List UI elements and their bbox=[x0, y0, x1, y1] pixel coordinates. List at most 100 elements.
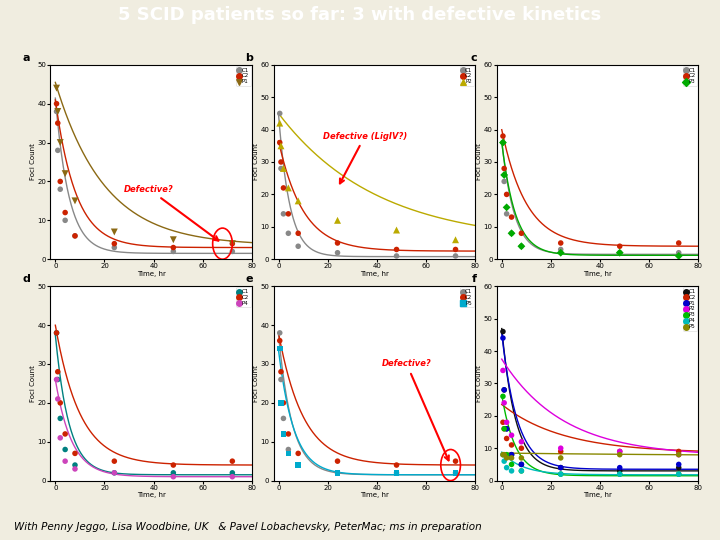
Point bbox=[59, 430, 71, 438]
Point bbox=[450, 235, 462, 244]
X-axis label: Time, hr: Time, hr bbox=[583, 492, 612, 498]
Point bbox=[227, 469, 238, 477]
Point bbox=[614, 463, 626, 472]
Point bbox=[69, 197, 81, 205]
Point bbox=[55, 185, 66, 193]
Point bbox=[391, 226, 402, 234]
Point bbox=[274, 328, 286, 337]
Point bbox=[332, 469, 343, 477]
Legend: C1, C2, P3: C1, C2, P3 bbox=[683, 66, 697, 86]
Point bbox=[278, 430, 289, 438]
Point bbox=[555, 463, 567, 472]
Point bbox=[51, 328, 63, 337]
Point bbox=[55, 177, 66, 186]
Text: f: f bbox=[472, 274, 477, 284]
Point bbox=[278, 184, 289, 192]
Point bbox=[278, 399, 289, 407]
Point bbox=[168, 469, 179, 477]
Point bbox=[498, 457, 510, 465]
Point bbox=[501, 424, 513, 433]
Point bbox=[501, 190, 513, 199]
Text: d: d bbox=[22, 274, 30, 284]
Point bbox=[59, 457, 71, 465]
Point bbox=[614, 248, 626, 257]
Point bbox=[55, 434, 66, 442]
Point bbox=[450, 457, 462, 465]
Point bbox=[168, 235, 179, 244]
Point bbox=[498, 171, 510, 179]
Point bbox=[614, 242, 626, 251]
Point bbox=[498, 138, 509, 147]
Point bbox=[498, 450, 510, 459]
Point bbox=[227, 247, 238, 256]
Point bbox=[227, 457, 238, 465]
Point bbox=[450, 245, 462, 254]
Point bbox=[505, 450, 517, 459]
Point bbox=[673, 463, 685, 472]
Text: Defective?: Defective? bbox=[382, 360, 449, 461]
Legend: C1, C2, P4: C1, C2, P4 bbox=[236, 287, 251, 307]
Point bbox=[274, 336, 286, 345]
Point bbox=[109, 243, 120, 252]
Point bbox=[275, 375, 287, 384]
Legend: C1, C2, P1, P2, P3, P4, P5: C1, C2, P1, P2, P3, P4, P5 bbox=[683, 287, 697, 330]
Text: Defective (LigIV?): Defective (LigIV?) bbox=[323, 132, 407, 184]
Point bbox=[498, 138, 509, 147]
Point bbox=[501, 210, 513, 218]
Point bbox=[292, 461, 304, 469]
Point bbox=[278, 164, 289, 173]
Point bbox=[332, 239, 343, 247]
Point bbox=[516, 437, 527, 446]
Point bbox=[282, 445, 294, 454]
Text: b: b bbox=[246, 53, 253, 63]
Point bbox=[55, 399, 66, 407]
Text: 5 SCID patients so far: 3 with defective kinetics: 5 SCID patients so far: 3 with defective… bbox=[118, 6, 602, 24]
Y-axis label: Foci Count: Foci Count bbox=[253, 365, 259, 402]
Point bbox=[505, 460, 517, 469]
Point bbox=[282, 184, 294, 192]
Point bbox=[555, 245, 567, 254]
Point bbox=[332, 457, 343, 465]
Point bbox=[498, 450, 509, 459]
X-axis label: Time, hr: Time, hr bbox=[360, 492, 389, 498]
Point bbox=[498, 424, 510, 433]
X-axis label: Time, hr: Time, hr bbox=[360, 271, 389, 277]
Point bbox=[505, 431, 517, 440]
Point bbox=[275, 367, 287, 376]
Point bbox=[614, 470, 626, 478]
Point bbox=[505, 441, 517, 449]
Point bbox=[69, 232, 81, 240]
Point bbox=[673, 460, 685, 469]
Point bbox=[52, 367, 63, 376]
Y-axis label: Foci Count: Foci Count bbox=[30, 144, 36, 180]
Text: c: c bbox=[470, 53, 477, 63]
Point bbox=[274, 344, 286, 353]
Y-axis label: Foci Count: Foci Count bbox=[476, 365, 482, 402]
Point bbox=[673, 450, 685, 459]
Point bbox=[51, 328, 63, 337]
Point bbox=[555, 470, 567, 478]
Point bbox=[673, 470, 685, 478]
Point bbox=[673, 239, 685, 247]
Point bbox=[292, 461, 304, 469]
Point bbox=[332, 248, 343, 257]
Point bbox=[52, 119, 63, 127]
Point bbox=[498, 392, 509, 401]
Point bbox=[51, 107, 63, 116]
Point bbox=[51, 375, 63, 384]
Point bbox=[168, 472, 179, 481]
Point bbox=[505, 467, 517, 475]
Point bbox=[501, 424, 513, 433]
Y-axis label: Foci Count: Foci Count bbox=[476, 144, 482, 180]
Point bbox=[498, 177, 510, 186]
Point bbox=[391, 469, 402, 477]
Point bbox=[52, 146, 63, 154]
Point bbox=[555, 463, 567, 472]
Legend: C1, C2, P1: C1, C2, P1 bbox=[236, 66, 251, 86]
Point bbox=[516, 229, 527, 238]
Text: Defective?: Defective? bbox=[124, 185, 218, 241]
Point bbox=[516, 460, 527, 469]
Point bbox=[278, 210, 289, 218]
Point bbox=[516, 460, 527, 469]
Point bbox=[555, 444, 567, 453]
